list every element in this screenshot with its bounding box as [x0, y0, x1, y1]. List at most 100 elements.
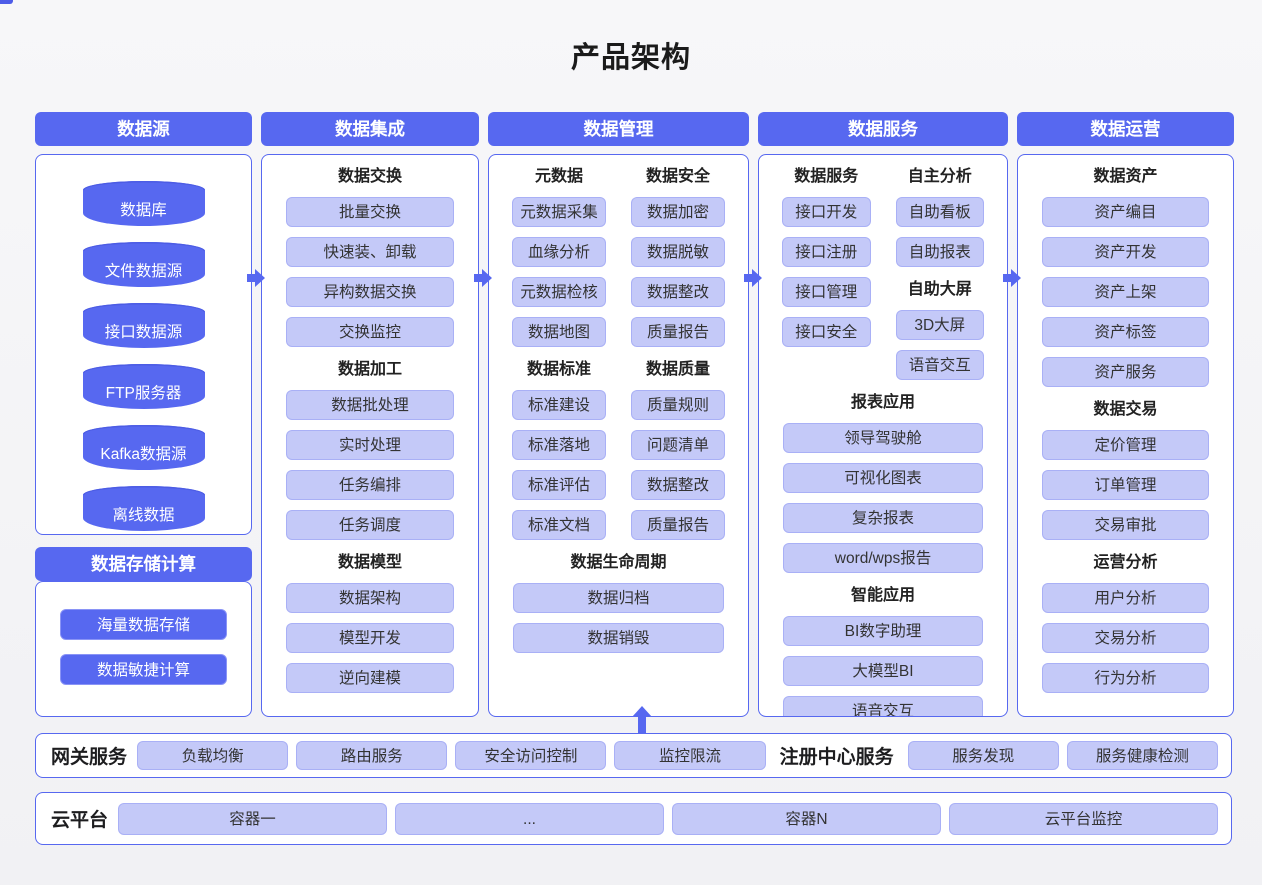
storage-compute-header: 数据存储计算	[35, 547, 252, 581]
column-data-management: 数据管理 元数据 元数据采集 血缘分析 元数据检核 数据地图 数据标准 标准建设…	[488, 112, 749, 717]
section-heading: 报表应用	[850, 394, 915, 411]
diagram-block: 资产开发	[1042, 237, 1209, 267]
diagram-block: 监控限流	[614, 741, 766, 770]
section-heading: 数据交易	[1093, 401, 1158, 418]
gateway-bar: 网关服务 负载均衡 路由服务 安全访问控制 监控限流 注册中心服务 服务发现 服…	[35, 733, 1232, 778]
diagram-block: 异构数据交换	[286, 277, 454, 307]
cylinder-label: FTP服务器	[105, 385, 182, 402]
subcolumn-left: 数据服务 接口开发 接口注册 接口管理 接口安全	[782, 155, 871, 380]
cylinder-file-source: 文件数据源	[82, 242, 205, 287]
diagram-block: 服务健康检测	[1066, 741, 1218, 770]
diagram-block: 实时处理	[286, 430, 454, 460]
diagram-block: 质量报告	[631, 510, 725, 540]
diagram-block: 标准建设	[512, 390, 606, 420]
section-heading: 数据标准	[526, 361, 591, 378]
cylinder-label: 数据库	[120, 202, 167, 219]
diagram-block: 标准文档	[512, 510, 606, 540]
cylinder-label: 文件数据源	[104, 263, 183, 280]
diagram-block: 复杂报表	[783, 503, 983, 533]
diagram-block: 大模型BI	[783, 656, 983, 686]
flow-arrow-up-icon	[632, 706, 652, 733]
diagram-block: 领导驾驶舱	[783, 423, 983, 453]
diagram-block: 标准落地	[512, 430, 606, 460]
diagram-block: 数据地图	[512, 317, 606, 347]
section-heading: 数据安全	[645, 168, 710, 185]
diagram-block: 服务发现	[907, 741, 1059, 770]
section-heading: 数据资产	[1093, 168, 1158, 185]
flow-arrow-right-icon	[247, 269, 265, 287]
diagram-block: 定价管理	[1042, 430, 1209, 460]
service-subcolumns: 数据服务 接口开发 接口注册 接口管理 接口安全 自主分析 自助看板 自助报表 …	[759, 155, 1007, 380]
subcolumn-right: 自主分析 自助看板 自助报表 自助大屏 3D大屏 语音交互	[895, 155, 984, 380]
diagram-block: 用户分析	[1042, 583, 1209, 613]
data-source-box: 数据库 文件数据源 接口数据源 FTP服务器 Kafka数据源 离线数据	[35, 154, 252, 535]
cylinder-label: Kafka数据源	[100, 446, 187, 463]
diagram-block: 数据加密	[631, 197, 725, 227]
cylinder-label: 接口数据源	[104, 324, 183, 341]
cloud-platform-bar: 云平台 容器一 ... 容器N 云平台监控	[35, 792, 1232, 845]
diagram-block: 血缘分析	[512, 237, 606, 267]
cylinder-kafka-source: Kafka数据源	[82, 425, 205, 470]
flow-arrow-right-icon	[1003, 269, 1021, 287]
diagram-block: 数据敏捷计算	[60, 654, 227, 685]
column-header-data-management: 数据管理	[488, 112, 749, 146]
diagram-block: 任务调度	[286, 510, 454, 540]
diagram-block: 数据脱敏	[631, 237, 725, 267]
storage-compute-box: 海量数据存储 数据敏捷计算	[35, 581, 252, 717]
diagram-block: 安全访问控制	[455, 741, 607, 770]
diagram-block: BI数字助理	[783, 616, 983, 646]
architecture-columns: 数据源 数据库 文件数据源 接口数据源 FTP服务器 Kafka数据源 离线数据…	[35, 112, 1234, 717]
diagram-block: 交易分析	[1042, 623, 1209, 653]
section-heading: 数据质量	[645, 361, 710, 378]
column-header-data-operation: 数据运营	[1017, 112, 1234, 146]
diagram-block: 元数据检核	[512, 277, 606, 307]
registry-center-label: 注册中心服务	[779, 747, 894, 768]
diagram-block: 数据批处理	[286, 390, 454, 420]
cloud-platform-label: 云平台	[51, 810, 109, 831]
diagram-block: 逆向建模	[286, 663, 454, 693]
diagram-block: 3D大屏	[895, 310, 984, 340]
column-data-integration: 数据集成 数据交换 批量交换 快速装、卸载 异构数据交换 交换监控 数据加工 数…	[261, 112, 479, 717]
subcolumn-right: 数据安全 数据加密 数据脱敏 数据整改 质量报告 数据质量 质量规则 问题清单 …	[631, 155, 725, 540]
section-heading: 数据服务	[794, 168, 859, 185]
diagram-block: 自助看板	[895, 197, 984, 227]
diagram-block: 数据架构	[286, 583, 454, 613]
diagram-block: 快速装、卸载	[286, 237, 454, 267]
diagram-block: 资产服务	[1042, 357, 1209, 387]
diagram-block: 数据整改	[631, 470, 725, 500]
diagram-block: 问题清单	[631, 430, 725, 460]
diagram-block: 云平台监控	[949, 802, 1219, 835]
diagram-block: 数据销毁	[513, 623, 724, 653]
cylinder-database: 数据库	[82, 181, 205, 226]
section-heading: 智能应用	[850, 587, 915, 604]
diagram-block: word/wps报告	[783, 543, 983, 573]
diagram-block: 语音交互	[895, 350, 984, 380]
diagram-block: 资产编目	[1042, 197, 1209, 227]
diagram-block: 资产上架	[1042, 277, 1209, 307]
section-heading: 数据模型	[337, 554, 402, 571]
diagram-block: 接口注册	[782, 237, 871, 267]
flow-arrow-right-icon	[474, 269, 492, 287]
diagram-block: 交换监控	[286, 317, 454, 347]
section-heading: 自助大屏	[907, 281, 972, 298]
cylinder-api-source: 接口数据源	[82, 303, 205, 348]
diagram-block: 自助报表	[895, 237, 984, 267]
management-subcolumns: 元数据 元数据采集 血缘分析 元数据检核 数据地图 数据标准 标准建设 标准落地…	[489, 155, 748, 540]
diagram-block: 可视化图表	[783, 463, 983, 493]
data-management-box: 元数据 元数据采集 血缘分析 元数据检核 数据地图 数据标准 标准建设 标准落地…	[488, 154, 749, 717]
diagram-block: 数据归档	[513, 583, 724, 613]
column-data-source: 数据源 数据库 文件数据源 接口数据源 FTP服务器 Kafka数据源 离线数据…	[35, 112, 252, 717]
gateway-label: 网关服务	[51, 747, 128, 768]
diagram-block: 模型开发	[286, 623, 454, 653]
flow-arrow-right-icon	[744, 269, 762, 287]
diagram-block: 批量交换	[286, 197, 454, 227]
diagram-block: 交易审批	[1042, 510, 1209, 540]
section-heading: 自主分析	[907, 168, 972, 185]
diagram-block: 接口安全	[782, 317, 871, 347]
data-integration-box: 数据交换 批量交换 快速装、卸载 异构数据交换 交换监控 数据加工 数据批处理 …	[261, 154, 479, 717]
cylinder-offline-data: 离线数据	[82, 486, 205, 531]
screen-edge-artifact	[0, 0, 13, 4]
diagram-block: 海量数据存储	[60, 609, 227, 640]
cylinder-ftp-server: FTP服务器	[82, 364, 205, 409]
